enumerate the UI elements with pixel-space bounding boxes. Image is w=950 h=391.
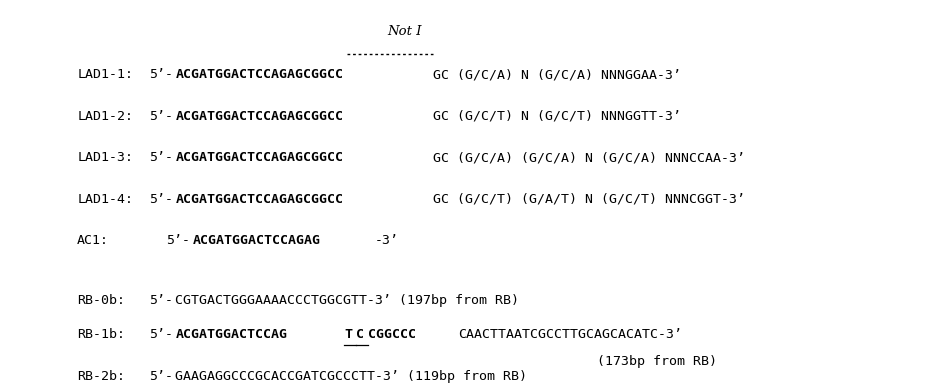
Text: ACGATGGACTCCAGAGCGGCC: ACGATGGACTCCAGAGCGGCC — [176, 109, 344, 123]
Text: 5’-: 5’- — [149, 151, 173, 164]
Text: 5’-: 5’- — [149, 328, 173, 341]
Text: LAD1-2:: LAD1-2: — [77, 109, 133, 123]
Text: ACGATGGACTCCAGAGCGGCC: ACGATGGACTCCAGAGCGGCC — [176, 68, 344, 81]
Text: T: T — [344, 328, 352, 341]
Text: LAD1-4:: LAD1-4: — [77, 192, 133, 206]
Text: CGTGACTGGGAAAACCCTGGCGTT-3’ (197bp from RB): CGTGACTGGGAAAACCCTGGCGTT-3’ (197bp from … — [176, 294, 520, 307]
Text: CAACTTAATCGCCTTGCAGCACATC-3’: CAACTTAATCGCCTTGCAGCACATC-3’ — [458, 328, 682, 341]
Text: GC (G/C/T) N (G/C/T) NNNGGTT-3’: GC (G/C/T) N (G/C/T) NNNGGTT-3’ — [433, 109, 681, 123]
Text: 5’-: 5’- — [149, 369, 173, 382]
Text: GC (G/C/A) N (G/C/A) NNNGGAA-3’: GC (G/C/A) N (G/C/A) NNNGGAA-3’ — [433, 68, 681, 81]
Text: 5’-: 5’- — [166, 234, 190, 247]
Text: LAD1-1:: LAD1-1: — [77, 68, 133, 81]
Text: RB-0b:: RB-0b: — [77, 294, 125, 307]
Text: (173bp from RB): (173bp from RB) — [597, 355, 716, 368]
Text: 5’-: 5’- — [149, 294, 173, 307]
Text: -3’: -3’ — [375, 234, 399, 247]
Text: ACGATGGACTCCAGAG: ACGATGGACTCCAGAG — [192, 234, 320, 247]
Text: RB-1b:: RB-1b: — [77, 328, 125, 341]
Text: 5’-: 5’- — [149, 68, 173, 81]
Text: 5’-: 5’- — [149, 192, 173, 206]
Text: ACGATGGACTCCAG: ACGATGGACTCCAG — [176, 328, 288, 341]
Text: AC1:: AC1: — [77, 234, 109, 247]
Text: Not I: Not I — [388, 25, 422, 38]
Text: RB-2b:: RB-2b: — [77, 369, 125, 382]
Text: ACGATGGACTCCAGAGCGGCC: ACGATGGACTCCAGAGCGGCC — [176, 192, 344, 206]
Text: ACGATGGACTCCAGAGCGGCC: ACGATGGACTCCAGAGCGGCC — [176, 151, 344, 164]
Text: GC (G/C/T) (G/A/T) N (G/C/T) NNNCGGT-3’: GC (G/C/T) (G/A/T) N (G/C/T) NNNCGGT-3’ — [433, 192, 745, 206]
Text: CGGCCC: CGGCCC — [369, 328, 416, 341]
Text: LAD1-3:: LAD1-3: — [77, 151, 133, 164]
Text: C: C — [356, 328, 364, 341]
Text: GAAGAGGCCCGCACCGATCGCCCTT-3’ (119bp from RB): GAAGAGGCCCGCACCGATCGCCCTT-3’ (119bp from… — [176, 369, 527, 382]
Text: GC (G/C/A) (G/C/A) N (G/C/A) NNNCCAA-3’: GC (G/C/A) (G/C/A) N (G/C/A) NNNCCAA-3’ — [433, 151, 745, 164]
Text: 5’-: 5’- — [149, 109, 173, 123]
